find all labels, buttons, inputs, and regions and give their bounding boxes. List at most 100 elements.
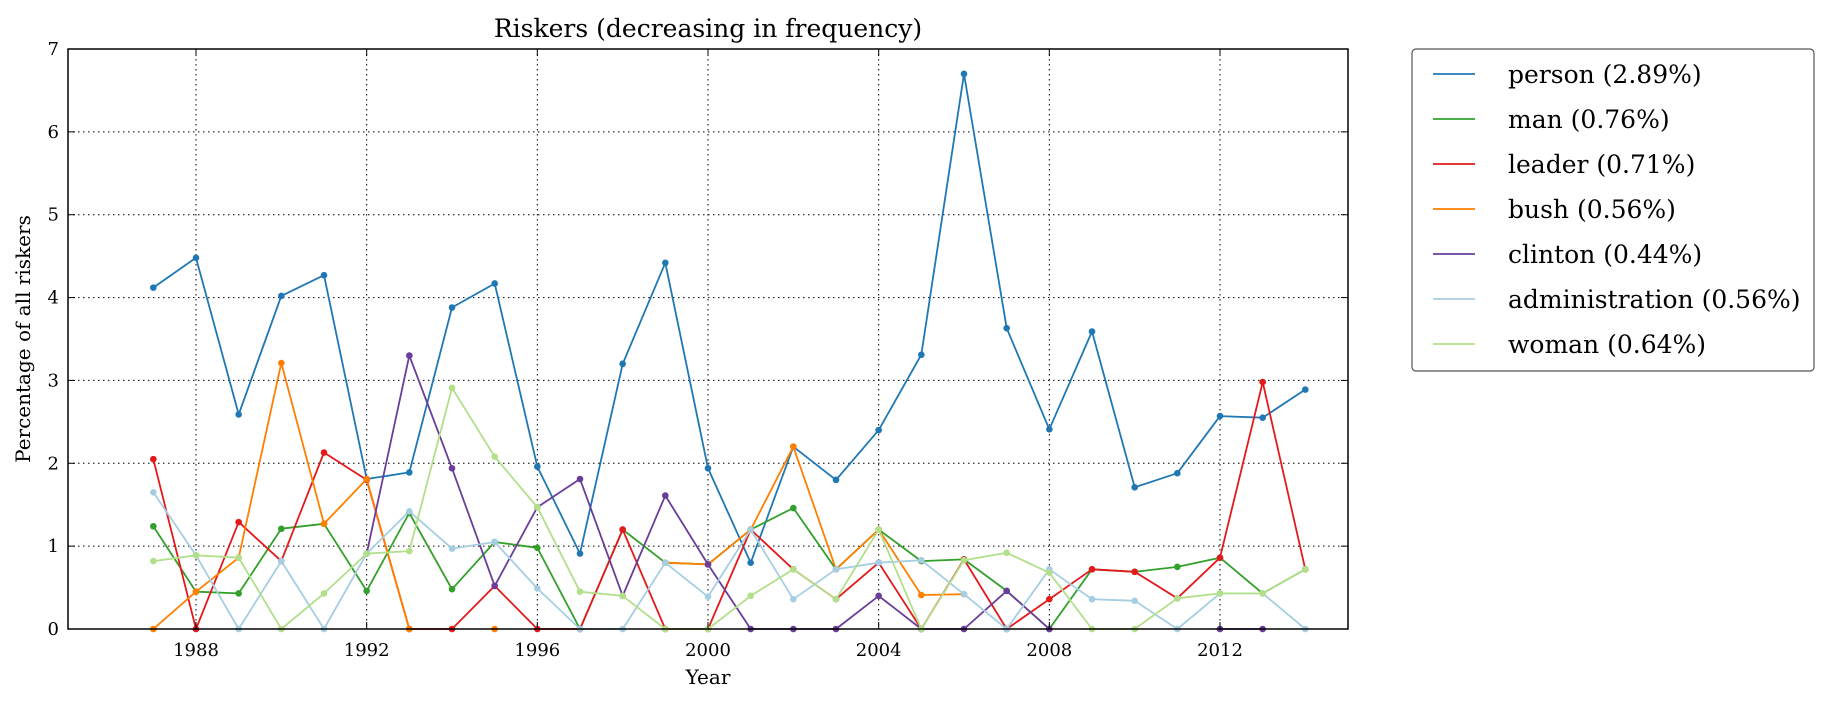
data-point [448, 384, 456, 392]
data-point [235, 518, 242, 526]
y-axis-label: Percentage of all riskers [11, 215, 35, 463]
data-point [1088, 595, 1096, 603]
legend-entry: clinton (0.44%) [1433, 240, 1702, 269]
x-tick-label: 1988 [173, 640, 219, 661]
data-point [1046, 569, 1053, 576]
x-tick-label: 2012 [1197, 640, 1243, 661]
data-point [406, 547, 413, 555]
data-point [320, 271, 328, 279]
data-point [960, 590, 968, 598]
legend-frame [1411, 48, 1815, 372]
legend-label: person (2.89%) [1508, 60, 1702, 89]
data-point [491, 538, 498, 546]
data-point [875, 426, 882, 434]
data-point [491, 582, 498, 590]
series-5 [150, 488, 1309, 633]
data-point [747, 559, 754, 567]
data-point [918, 591, 925, 599]
data-point [150, 488, 157, 496]
legend-label: administration (0.56%) [1508, 285, 1801, 314]
series-6 [150, 384, 1309, 633]
data-point [363, 550, 370, 557]
y-tick-label: 4 [48, 288, 59, 309]
data-point [192, 588, 200, 596]
data-point [747, 526, 754, 533]
data-point [1259, 590, 1266, 597]
data-point [619, 526, 626, 533]
data-point [1174, 469, 1181, 477]
x-tick-label: 2000 [685, 640, 731, 661]
data-point [491, 280, 498, 287]
y-tick-label: 1 [48, 536, 59, 557]
series-line [152, 73, 1306, 564]
series-lines [150, 70, 1309, 633]
data-point [832, 566, 840, 573]
data-point [235, 411, 242, 418]
data-point [790, 443, 797, 451]
data-point [406, 469, 413, 476]
data-point [1088, 566, 1096, 573]
x-axis-label: Year [685, 665, 731, 689]
data-point [192, 551, 200, 559]
legend-entry: leader (0.71%) [1433, 150, 1695, 179]
series-line [152, 491, 1306, 630]
data-point [1174, 563, 1181, 571]
data-point [278, 359, 285, 367]
data-point [1131, 597, 1138, 605]
data-point [960, 70, 968, 78]
data-point [150, 557, 157, 565]
chart-title: Riskers (decreasing in frequency) [494, 14, 922, 43]
data-point [448, 464, 456, 472]
data-point [1216, 412, 1224, 420]
grid-lines [68, 49, 1348, 629]
y-tick-label: 2 [48, 453, 59, 474]
data-point [704, 593, 712, 600]
data-point [150, 522, 157, 530]
data-point [576, 550, 584, 557]
data-point [1216, 590, 1224, 597]
data-point [875, 592, 882, 600]
data-point [278, 292, 285, 300]
x-tick-label: 1992 [344, 640, 390, 661]
data-point [1088, 328, 1096, 335]
data-point [534, 503, 541, 511]
data-point [1259, 378, 1266, 386]
y-tick-label: 5 [48, 205, 59, 226]
legend-label: man (0.76%) [1508, 105, 1670, 134]
data-point [491, 453, 498, 460]
data-point [363, 475, 370, 483]
data-point [832, 595, 840, 603]
data-point [790, 595, 797, 603]
data-point [576, 588, 584, 596]
data-point [1216, 554, 1224, 562]
legend-label: woman (0.64%) [1508, 330, 1706, 359]
data-point [790, 504, 797, 512]
y-tick-label: 3 [48, 370, 59, 391]
data-point [1131, 484, 1138, 491]
data-point [1046, 426, 1053, 433]
data-point [875, 559, 882, 567]
data-point [1003, 587, 1010, 595]
data-point [235, 590, 242, 597]
y-tick-label: 6 [48, 122, 59, 143]
data-point [406, 352, 413, 359]
data-point [662, 492, 669, 499]
data-point [235, 554, 242, 562]
data-point [363, 587, 370, 595]
data-point [1259, 414, 1266, 422]
legend-label: bush (0.56%) [1508, 195, 1676, 224]
data-point [192, 254, 200, 262]
data-point [448, 304, 456, 311]
data-point [534, 544, 541, 552]
data-point [320, 590, 328, 597]
data-point [576, 475, 584, 483]
data-point [918, 351, 925, 359]
data-point [1174, 595, 1181, 602]
y-tick-label: 0 [48, 619, 59, 640]
series-line [665, 445, 965, 596]
data-point [619, 592, 626, 600]
legend-entry: person (2.89%) [1433, 60, 1702, 89]
series-line [152, 381, 1307, 630]
data-point [1003, 324, 1010, 332]
